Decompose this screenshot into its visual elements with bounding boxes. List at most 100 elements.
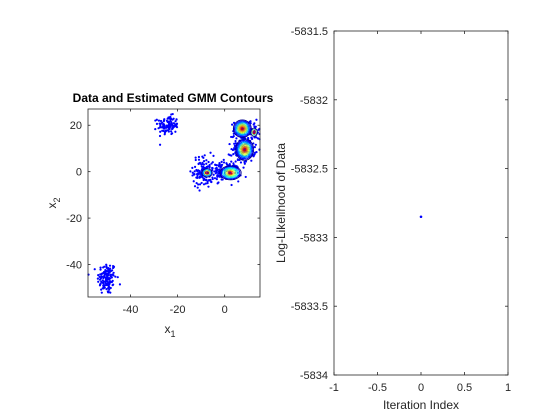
scatter-x-label: x1 bbox=[164, 322, 175, 339]
data-point bbox=[204, 182, 207, 185]
data-point bbox=[111, 279, 114, 282]
data-point bbox=[250, 159, 253, 162]
data-point bbox=[197, 183, 200, 186]
data-point bbox=[170, 122, 173, 125]
gmm-contour-line bbox=[250, 127, 258, 137]
data-point bbox=[101, 272, 104, 275]
gmm-contour-line bbox=[251, 128, 257, 136]
data-point bbox=[196, 174, 199, 178]
data-point bbox=[96, 277, 99, 280]
data-point bbox=[172, 124, 176, 128]
data-point bbox=[175, 118, 178, 121]
data-point bbox=[172, 117, 175, 120]
y-tick-label: -5832 bbox=[300, 95, 328, 107]
data-point bbox=[170, 130, 173, 133]
data-point bbox=[170, 113, 173, 116]
data-point bbox=[256, 137, 260, 140]
x-tick-label: 0.5 bbox=[457, 382, 472, 394]
data-point bbox=[198, 183, 202, 186]
data-point bbox=[198, 189, 201, 192]
data-point bbox=[108, 264, 112, 267]
gmm-contour-line bbox=[228, 171, 233, 175]
data-point bbox=[116, 276, 119, 279]
data-point bbox=[198, 170, 201, 173]
data-point bbox=[109, 291, 112, 294]
data-point bbox=[158, 143, 162, 146]
data-point bbox=[105, 287, 108, 291]
data-point bbox=[114, 275, 117, 278]
data-point bbox=[109, 281, 112, 284]
data-point bbox=[101, 275, 104, 278]
data-point bbox=[220, 160, 223, 163]
data-point bbox=[193, 170, 196, 173]
data-point bbox=[174, 130, 177, 133]
gmm-contour-line bbox=[237, 124, 247, 134]
gmm-contour-line bbox=[238, 125, 246, 133]
data-point bbox=[202, 165, 205, 168]
data-point bbox=[162, 123, 166, 126]
gmm-contour-line bbox=[235, 122, 249, 136]
data-point bbox=[202, 156, 205, 159]
data-point bbox=[211, 167, 214, 170]
data-point bbox=[202, 183, 206, 186]
data-point bbox=[97, 280, 100, 283]
data-point bbox=[162, 129, 165, 133]
gmm-contour-line bbox=[224, 168, 237, 177]
data-point bbox=[214, 163, 217, 166]
data-point bbox=[250, 136, 253, 139]
y-tick-label: 0 bbox=[76, 167, 82, 179]
data-point bbox=[111, 283, 114, 287]
gmm-contour-line bbox=[233, 120, 251, 138]
data-point bbox=[221, 178, 224, 181]
data-point bbox=[106, 280, 109, 283]
scatter-y-label: x2 bbox=[45, 197, 62, 208]
data-point bbox=[168, 124, 171, 128]
gmm-contour-line bbox=[238, 142, 252, 158]
data-point bbox=[206, 180, 209, 183]
data-point bbox=[174, 120, 177, 123]
data-point bbox=[163, 133, 166, 136]
data-point bbox=[93, 268, 96, 271]
data-point bbox=[203, 154, 206, 157]
x-tick-label: -1 bbox=[329, 382, 339, 394]
data-point bbox=[218, 165, 221, 168]
gmm-contour-line bbox=[242, 146, 248, 153]
data-point bbox=[165, 119, 168, 122]
gmm-contour-line bbox=[223, 168, 238, 178]
data-point bbox=[158, 134, 162, 138]
data-point bbox=[167, 116, 170, 119]
data-point bbox=[159, 122, 162, 125]
scatter-axes-frame bbox=[87, 108, 261, 298]
y-tick-label: -40 bbox=[66, 260, 82, 272]
data-point bbox=[195, 182, 198, 185]
data-point bbox=[103, 276, 106, 279]
gmm-contour-line bbox=[237, 140, 253, 159]
data-point bbox=[194, 156, 197, 159]
data-point bbox=[197, 155, 201, 159]
data-point bbox=[159, 119, 163, 123]
data-point bbox=[107, 291, 110, 294]
gmm-contour-line bbox=[252, 130, 256, 135]
gmm-contour-line bbox=[240, 127, 244, 131]
data-point bbox=[205, 165, 208, 169]
data-point bbox=[230, 183, 233, 187]
gmm-contour-line bbox=[202, 169, 212, 177]
likelihood-point bbox=[419, 215, 423, 219]
data-point bbox=[255, 118, 258, 121]
data-point bbox=[212, 154, 215, 157]
data-point bbox=[198, 161, 202, 164]
data-point bbox=[106, 273, 109, 276]
data-point bbox=[235, 137, 238, 140]
data-point bbox=[221, 163, 224, 166]
data-point bbox=[159, 130, 162, 133]
data-point bbox=[157, 119, 161, 122]
data-point bbox=[231, 123, 234, 126]
data-point bbox=[118, 283, 122, 286]
data-point bbox=[211, 161, 214, 164]
gmm-contour-line bbox=[236, 123, 248, 135]
x-tick-label: 0 bbox=[222, 304, 228, 316]
data-point bbox=[234, 139, 237, 143]
data-point bbox=[254, 143, 257, 146]
data-point bbox=[169, 119, 172, 122]
